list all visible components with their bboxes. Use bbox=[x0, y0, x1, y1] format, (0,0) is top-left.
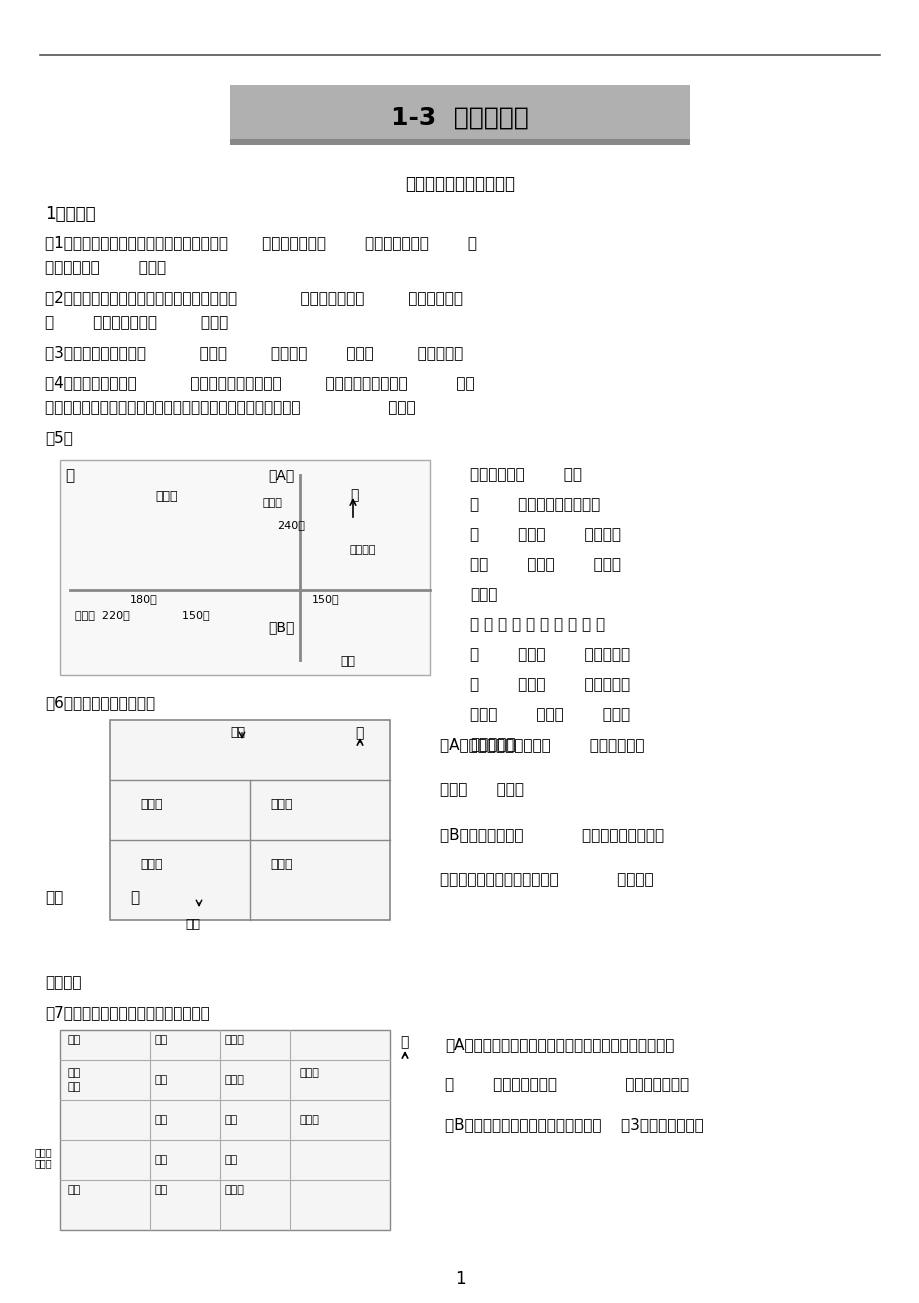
Text: 百货: 百货 bbox=[68, 1068, 81, 1078]
Text: 电影院: 电影院 bbox=[154, 490, 177, 503]
Text: （        ）走（        ）米，再: （ ）走（ ）米，再 bbox=[470, 526, 620, 542]
Text: 向（: 向（ bbox=[45, 890, 63, 906]
Bar bbox=[110, 721, 390, 920]
Text: 邮局: 邮局 bbox=[68, 1035, 81, 1045]
Text: 泥塑室。: 泥塑室。 bbox=[45, 975, 82, 990]
Text: 书店: 书店 bbox=[225, 1154, 238, 1165]
Text: （6）根据示意图填一填。: （6）根据示意图填一填。 bbox=[45, 694, 155, 710]
Text: 怎么走: 怎么走 bbox=[35, 1158, 52, 1167]
Text: （        ）走（        ）米，最后: （ ）走（ ）米，最后 bbox=[470, 678, 630, 692]
Bar bbox=[60, 1029, 390, 1230]
Text: 小峰家: 小峰家 bbox=[300, 1115, 320, 1124]
Text: 林林从家向（        ）走: 林林从家向（ ）走 bbox=[470, 466, 582, 482]
Text: 150米: 150米 bbox=[175, 610, 210, 620]
Text: 180米: 180米 bbox=[130, 594, 157, 605]
Text: （: （ bbox=[65, 468, 74, 483]
Text: （A）小伟上学从家向东走，经过超市，到广场后，再向: （A）小伟上学从家向东走，经过超市，到广场后，再向 bbox=[445, 1037, 674, 1052]
Text: 游乐场: 游乐场 bbox=[225, 1184, 244, 1195]
Text: 小伟家: 小伟家 bbox=[35, 1147, 52, 1157]
Text: 1-3  单元综合篇: 1-3 单元综合篇 bbox=[391, 106, 528, 130]
Text: 室的（      ）面。: 室的（ ）面。 bbox=[439, 782, 524, 797]
Text: 再向（        ）走（        ）米就: 再向（ ）走（ ）米就 bbox=[470, 708, 630, 722]
Text: 面，右面是（        ）面。: 面，右面是（ ）面。 bbox=[45, 261, 166, 275]
Text: 出口: 出口 bbox=[185, 919, 199, 932]
Text: 1、填空。: 1、填空。 bbox=[45, 205, 96, 223]
Text: 1: 1 bbox=[454, 1270, 465, 1287]
Text: 向（        ）走（        ）米到: 向（ ）走（ ）米到 bbox=[470, 556, 620, 572]
Text: 超市: 超市 bbox=[154, 1115, 168, 1124]
Text: 玲玲家: 玲玲家 bbox=[263, 498, 282, 508]
Text: 北: 北 bbox=[355, 726, 363, 740]
Text: 银行: 银行 bbox=[154, 1075, 168, 1085]
Text: （7）请你帮帮忙，他们几个该怎么走？: （7）请你帮帮忙，他们几个该怎么走？ bbox=[45, 1005, 210, 1020]
Bar bbox=[230, 139, 689, 145]
Text: 绘画室: 绘画室 bbox=[140, 797, 163, 810]
Text: （        ）面，右面是（         ）面。: （ ）面，右面是（ ）面。 bbox=[45, 315, 228, 330]
Bar bbox=[60, 460, 429, 675]
Text: 240米: 240米 bbox=[277, 520, 304, 530]
Text: 科技室: 科技室 bbox=[140, 857, 163, 870]
Text: 冰淇淋店: 冰淇淋店 bbox=[349, 545, 376, 555]
Text: （3）地图通常是按上（           ）下（         ），左（        ）右（         ）绘制的。: （3）地图通常是按上（ ）下（ ），左（ ）右（ ）绘制的。 bbox=[45, 345, 463, 360]
Text: 北: 北 bbox=[400, 1035, 408, 1049]
Text: 电影院: 电影院 bbox=[225, 1075, 244, 1085]
Text: （5）: （5） bbox=[45, 430, 73, 446]
Text: （        ）米到电影院，又向: （ ）米到电影院，又向 bbox=[470, 496, 599, 512]
Text: 学校。: 学校。 bbox=[470, 586, 497, 602]
Text: （B）从绘画室向（            ）走，到科技室，再: （B）从绘画室向（ ）走，到科技室，再 bbox=[439, 827, 664, 842]
Text: 玲 玲 从 家 到 学 校 要 先 向: 玲 玲 从 家 到 学 校 要 先 向 bbox=[470, 618, 605, 632]
Text: （2）晚上，你面对北极星站着，你的前面是（             ）面，后面是（         ）面，左面是: （2）晚上，你面对北极星站着，你的前面是（ ）面，后面是（ ）面，左面是 bbox=[45, 291, 462, 305]
Text: （1）早晨，你面向太阳站着，你的前面是（       ）面，后面是（        ）面，左面是（        ）: （1）早晨，你面向太阳站着，你的前面是（ ）面，后面是（ ）面，左面是（ ） bbox=[45, 235, 476, 250]
Text: （        ）走（        ）米，再向: （ ）走（ ）米，再向 bbox=[470, 648, 630, 662]
Text: 摄影室: 摄影室 bbox=[269, 857, 292, 870]
Text: 北: 北 bbox=[349, 489, 358, 502]
Text: 可以到达。: 可以到达。 bbox=[470, 737, 515, 752]
Text: 学校: 学校 bbox=[154, 1035, 168, 1045]
Text: 广场: 广场 bbox=[154, 1154, 168, 1165]
Text: （B）小玲从家去百货商场该怎么走？    （3）小奇从家去广: （B）小玲从家去百货商场该怎么走？ （3）小奇从家去广 bbox=[445, 1117, 703, 1132]
Text: 走，到摄影室，从摄影室向（            ）走，到: 走，到摄影室，从摄影室向（ ）走，到 bbox=[439, 872, 652, 887]
Text: ）: ） bbox=[130, 890, 139, 906]
Text: 小华家: 小华家 bbox=[225, 1035, 244, 1045]
Text: 商场: 商场 bbox=[68, 1081, 81, 1092]
Text: 学校: 学校 bbox=[340, 655, 355, 668]
Text: 林林家  220米: 林林家 220米 bbox=[75, 610, 130, 620]
Text: （B）: （B） bbox=[267, 620, 294, 635]
Text: 小奇家: 小奇家 bbox=[300, 1068, 320, 1078]
Text: 泥塑室: 泥塑室 bbox=[269, 797, 292, 810]
Text: 助我们辨别方向。洋洋站在天天的西南面，那么天天站在洋洋（                  ）面。: 助我们辨别方向。洋洋站在天天的西南面，那么天天站在洋洋（ ）面。 bbox=[45, 400, 415, 414]
Text: 剧场: 剧场 bbox=[154, 1184, 168, 1195]
Bar bbox=[230, 85, 689, 139]
Text: （4）早晨，太阳在（           ）方；傍晚，太阳在（         ）方。我们可以用（          ）帮: （4）早晨，太阳在（ ）方；傍晚，太阳在（ ）方。我们可以用（ ）帮 bbox=[45, 375, 474, 390]
Text: （        ）走，又经过（              ），才到学校。: （ ）走，又经过（ ），才到学校。 bbox=[445, 1078, 688, 1092]
Text: （A）: （A） bbox=[267, 468, 294, 482]
Text: 第一单元《位置与方向》: 第一单元《位置与方向》 bbox=[404, 175, 515, 193]
Text: 广场: 广场 bbox=[225, 1115, 238, 1124]
Text: 公园: 公园 bbox=[68, 1184, 81, 1195]
Text: 150米: 150米 bbox=[312, 594, 339, 605]
Text: 进口: 进口 bbox=[230, 726, 244, 739]
Text: （A）摄影室在科技室的（        ）面，在泥塑: （A）摄影室在科技室的（ ）面，在泥塑 bbox=[439, 737, 644, 752]
